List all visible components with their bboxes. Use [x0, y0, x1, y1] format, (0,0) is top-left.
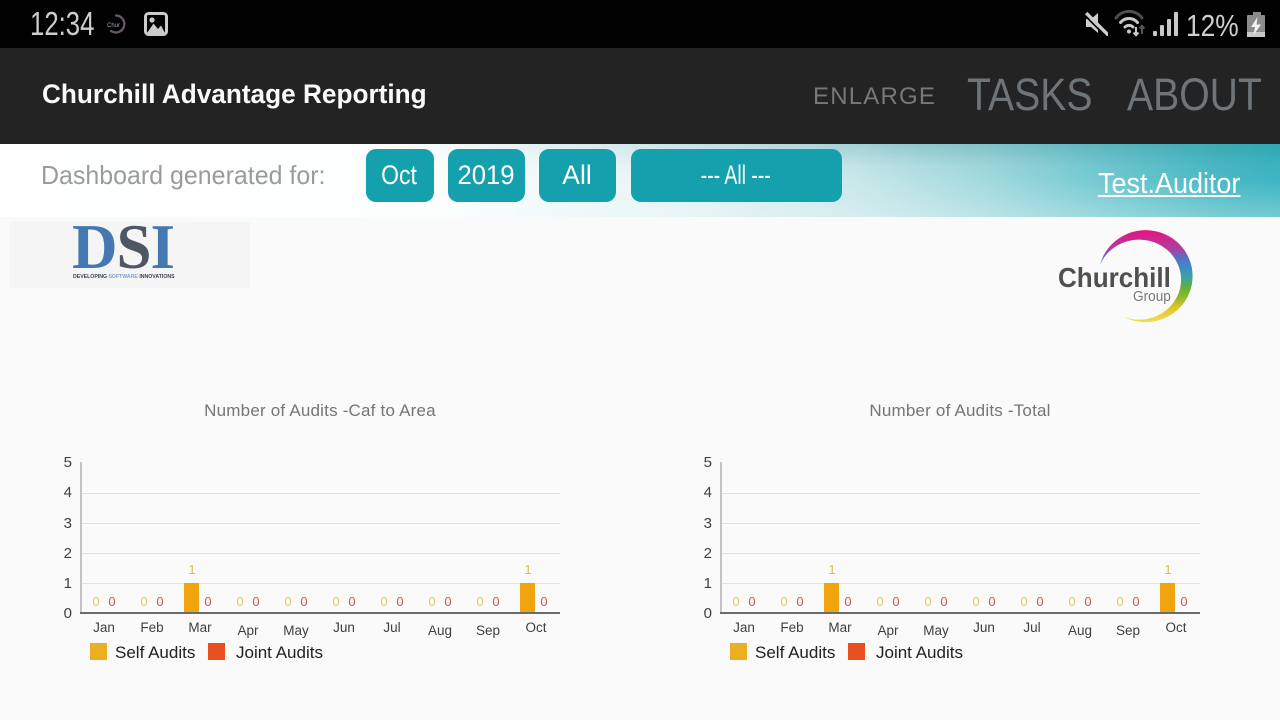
svg-text:Chur: Chur — [107, 23, 120, 29]
